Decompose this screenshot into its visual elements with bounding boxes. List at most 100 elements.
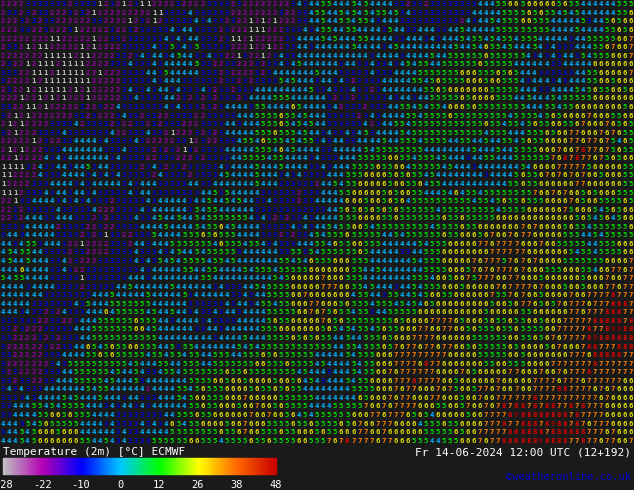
Text: 4: 4 <box>224 147 229 153</box>
Text: 5: 5 <box>502 318 507 324</box>
Text: 3: 3 <box>309 215 313 221</box>
Text: 6: 6 <box>405 172 410 178</box>
Text: 4: 4 <box>266 198 271 204</box>
Text: 4: 4 <box>436 438 440 443</box>
Text: 3: 3 <box>321 147 325 153</box>
Text: 4: 4 <box>236 181 241 187</box>
Text: 6: 6 <box>290 275 295 281</box>
Text: 4: 4 <box>544 96 548 101</box>
Text: 2: 2 <box>249 10 253 16</box>
Text: 2: 2 <box>1 155 5 161</box>
Text: 3: 3 <box>110 35 114 42</box>
Text: 4: 4 <box>405 10 410 16</box>
Text: 6: 6 <box>303 335 307 341</box>
Text: 5: 5 <box>460 395 464 401</box>
Text: 4: 4 <box>544 35 548 42</box>
Text: 3: 3 <box>212 121 217 127</box>
Text: 4: 4 <box>218 181 223 187</box>
Text: 5: 5 <box>182 429 186 435</box>
Text: 1: 1 <box>79 275 84 281</box>
Text: 5: 5 <box>249 352 253 358</box>
Text: 2: 2 <box>242 61 247 67</box>
Text: 3: 3 <box>188 190 193 196</box>
Text: 6: 6 <box>629 378 633 384</box>
Text: 3: 3 <box>7 403 11 410</box>
Text: 6: 6 <box>351 412 356 418</box>
Text: 1: 1 <box>61 70 66 76</box>
Text: 2: 2 <box>103 61 108 67</box>
Text: 6: 6 <box>478 267 482 272</box>
Text: 5: 5 <box>327 249 331 255</box>
Text: 2: 2 <box>49 27 54 33</box>
Text: 7: 7 <box>611 369 615 375</box>
Bar <box>52 458 54 474</box>
Text: 5: 5 <box>375 318 380 324</box>
Text: 4: 4 <box>206 284 210 290</box>
Text: 7: 7 <box>472 258 476 264</box>
Text: 2: 2 <box>115 78 120 84</box>
Text: 3: 3 <box>152 87 156 93</box>
Text: 7: 7 <box>387 369 392 375</box>
Text: 3: 3 <box>134 403 138 410</box>
Text: 5: 5 <box>617 207 621 213</box>
Text: 6: 6 <box>562 292 567 298</box>
Text: 5: 5 <box>453 438 458 443</box>
Text: 1: 1 <box>127 19 132 25</box>
Text: 4: 4 <box>556 19 560 25</box>
Text: 5: 5 <box>490 215 495 221</box>
Text: 5: 5 <box>164 438 168 443</box>
Text: 2: 2 <box>31 361 36 367</box>
Text: 6: 6 <box>303 284 307 290</box>
Text: 6: 6 <box>508 224 512 230</box>
Text: 5: 5 <box>278 395 283 401</box>
Text: 6: 6 <box>249 395 253 401</box>
Text: 5: 5 <box>393 10 398 16</box>
Text: 2: 2 <box>7 207 11 213</box>
Text: 2: 2 <box>115 130 120 136</box>
Text: 4: 4 <box>1 258 5 264</box>
Text: 3: 3 <box>115 164 120 170</box>
Text: 6: 6 <box>285 378 289 384</box>
Text: 4: 4 <box>375 35 380 42</box>
Text: 4: 4 <box>375 130 380 136</box>
Text: 2: 2 <box>278 1 283 7</box>
Text: 5: 5 <box>580 19 585 25</box>
Text: 6: 6 <box>417 386 422 392</box>
Text: 7: 7 <box>574 147 579 153</box>
Text: 6: 6 <box>629 155 633 161</box>
Text: 5: 5 <box>273 326 277 332</box>
Text: 5: 5 <box>134 378 138 384</box>
Text: 1: 1 <box>55 78 60 84</box>
Text: 5: 5 <box>218 249 223 255</box>
Text: 4: 4 <box>441 104 446 110</box>
Text: 5: 5 <box>538 130 543 136</box>
Text: 6: 6 <box>490 378 495 384</box>
Text: 1: 1 <box>7 164 11 170</box>
Text: 6: 6 <box>538 1 543 7</box>
Text: 4: 4 <box>182 70 186 76</box>
Text: 4: 4 <box>230 181 235 187</box>
Text: 3: 3 <box>200 326 205 332</box>
Text: 3: 3 <box>37 309 42 315</box>
Text: 3: 3 <box>218 147 223 153</box>
Text: 3: 3 <box>285 224 289 230</box>
Text: 7: 7 <box>315 301 319 307</box>
Text: 4: 4 <box>25 292 30 298</box>
Text: 4: 4 <box>417 96 422 101</box>
Text: 4: 4 <box>7 309 11 315</box>
Text: 5: 5 <box>351 232 356 238</box>
Text: 5: 5 <box>345 352 349 358</box>
Text: 6: 6 <box>550 113 555 119</box>
Text: 4: 4 <box>236 258 241 264</box>
Text: 5: 5 <box>399 207 404 213</box>
Text: 4: 4 <box>393 301 398 307</box>
Text: 5: 5 <box>351 172 356 178</box>
Text: 7: 7 <box>592 301 597 307</box>
Text: 3: 3 <box>315 138 319 144</box>
Text: 4: 4 <box>411 61 416 67</box>
Text: 1: 1 <box>55 87 60 93</box>
Text: 8: 8 <box>538 412 543 418</box>
Text: 7: 7 <box>580 343 585 349</box>
Text: 5: 5 <box>363 241 368 247</box>
Text: 5: 5 <box>79 438 84 443</box>
